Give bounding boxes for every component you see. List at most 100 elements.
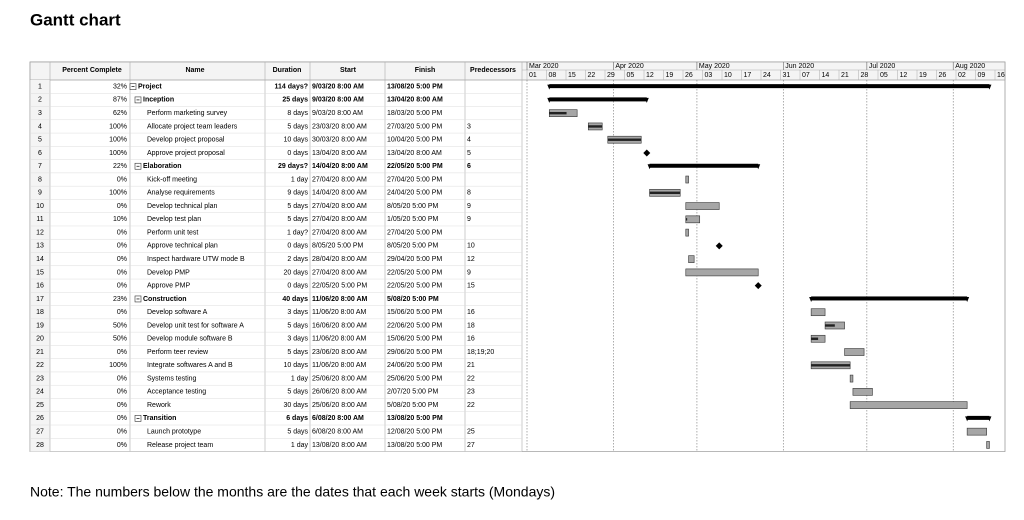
- month-label: Aug 2020: [955, 63, 985, 70]
- start: 30/03/20 8:00 AM: [312, 137, 367, 144]
- task-name: Develop project proposal: [147, 137, 225, 144]
- percent-complete: 50%: [113, 322, 127, 329]
- start: 22/05/20 5:00 PM: [312, 283, 367, 290]
- week-label: 03: [705, 72, 713, 79]
- week-label: 21: [841, 72, 849, 79]
- start: 14/04/20 8:00 AM: [312, 163, 368, 170]
- progress-bar: [549, 111, 567, 115]
- task-name: Perform teer review: [147, 349, 209, 356]
- task-name: Project: [138, 83, 162, 90]
- task-bar: [844, 348, 865, 356]
- start: 14/04/20 8:00 AM: [312, 190, 367, 197]
- predecessors: 5: [467, 150, 471, 157]
- task-name: Develop unit test for software A: [147, 322, 244, 329]
- progress-bar: [685, 218, 688, 221]
- task-name: Perform unit test: [147, 229, 198, 236]
- column-header: Percent Complete: [62, 67, 122, 74]
- predecessors: 6: [467, 163, 471, 170]
- finish: 29/06/20 5:00 PM: [387, 349, 442, 356]
- duration: 3 days: [287, 336, 308, 343]
- duration: 8 days: [287, 110, 308, 117]
- row-id: 13: [36, 243, 44, 250]
- duration: 5 days: [287, 389, 308, 396]
- task-name: Develop module software B: [147, 336, 233, 343]
- predecessors: 4: [467, 137, 471, 144]
- predecessors: 21: [467, 362, 475, 369]
- task-bar: [688, 255, 695, 263]
- start: 25/06/20 8:00 AM: [312, 402, 367, 409]
- finish: 27/03/20 5:00 PM: [387, 123, 442, 130]
- finish: 24/06/20 5:00 PM: [387, 362, 442, 369]
- task-bar: [685, 268, 759, 277]
- duration: 30 days: [283, 402, 308, 409]
- percent-complete: 23%: [113, 296, 127, 303]
- row-id: 7: [38, 163, 42, 170]
- task-name: Develop PMP: [147, 269, 190, 276]
- row-id: 3: [38, 110, 42, 117]
- duration: 10 days: [283, 137, 308, 144]
- week-label: 16: [997, 72, 1005, 79]
- duration: 6 days: [286, 415, 308, 422]
- duration: 114 days?: [275, 83, 308, 90]
- task-name: Transition: [143, 415, 176, 422]
- predecessors: 10: [467, 243, 475, 250]
- duration: 1 day: [291, 442, 309, 449]
- task-bar: [810, 308, 826, 317]
- duration: 20 days: [283, 269, 308, 276]
- row-id: 25: [36, 402, 44, 409]
- percent-complete: 100%: [109, 362, 127, 369]
- percent-complete: 100%: [109, 123, 127, 130]
- row-id: 28: [36, 442, 44, 449]
- row-id: 1: [38, 83, 42, 90]
- duration: 2 days: [287, 256, 308, 263]
- task-name: Inspect hardware UTW mode B: [147, 256, 245, 263]
- row-id: 27: [36, 428, 44, 435]
- summary-bar: [549, 84, 990, 89]
- month-label: Mar 2020: [529, 63, 559, 70]
- month-label: Jun 2020: [785, 63, 814, 70]
- milestone: [754, 282, 762, 290]
- percent-complete: 0%: [117, 375, 127, 382]
- finish: 2/07/20 5:00 PM: [387, 389, 439, 396]
- task-bar: [685, 215, 701, 224]
- start: 9/03/20 8:00 AM: [312, 97, 364, 104]
- summary-cap: [965, 416, 992, 422]
- task-name: Kick-off meeting: [147, 176, 197, 183]
- task-name: Develop software A: [147, 309, 208, 316]
- week-label: 26: [685, 72, 693, 79]
- finish: 13/04/20 8:00 AM: [387, 97, 443, 104]
- percent-complete: 100%: [109, 190, 127, 197]
- predecessors: 8: [467, 190, 471, 197]
- milestone: [643, 149, 651, 157]
- column-header: Duration: [273, 67, 302, 74]
- duration: 1 day: [291, 176, 309, 183]
- finish: 12/08/20 5:00 PM: [387, 428, 442, 435]
- week-label: 26: [939, 72, 947, 79]
- task-bar: [685, 202, 720, 210]
- predecessors: 25: [467, 428, 475, 435]
- predecessors: 15: [467, 283, 475, 290]
- task-name: Develop test plan: [147, 216, 201, 223]
- note: Note: The numbers below the months are t…: [30, 484, 555, 500]
- duration: 25 days: [282, 97, 308, 104]
- task-bar: [966, 427, 987, 436]
- duration: 5 days: [287, 203, 308, 210]
- start: 27/04/20 8:00 AM: [312, 269, 367, 276]
- start: 25/06/20 8:00 AM: [312, 375, 367, 382]
- row-id: 4: [38, 123, 42, 130]
- summary-bar: [967, 415, 990, 420]
- percent-complete: 0%: [117, 176, 127, 183]
- percent-complete: 22%: [113, 163, 127, 170]
- predecessors: 18: [467, 322, 475, 329]
- predecessors: 18;19;20: [467, 349, 494, 356]
- week-label: 24: [763, 72, 771, 79]
- duration: 40 days: [282, 296, 308, 303]
- task-bar: [986, 441, 990, 449]
- percent-complete: 0%: [117, 389, 127, 396]
- percent-complete: 100%: [109, 137, 127, 144]
- duration: 5 days: [287, 349, 308, 356]
- predecessors: 12: [467, 256, 475, 263]
- duration: 1 day?: [287, 229, 308, 236]
- start: 27/04/20 8:00 AM: [312, 176, 367, 183]
- task-bar: [849, 401, 968, 409]
